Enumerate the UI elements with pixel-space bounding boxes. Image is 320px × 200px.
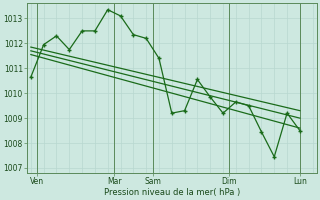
X-axis label: Pression niveau de la mer( hPa ): Pression niveau de la mer( hPa ) [104,188,240,197]
